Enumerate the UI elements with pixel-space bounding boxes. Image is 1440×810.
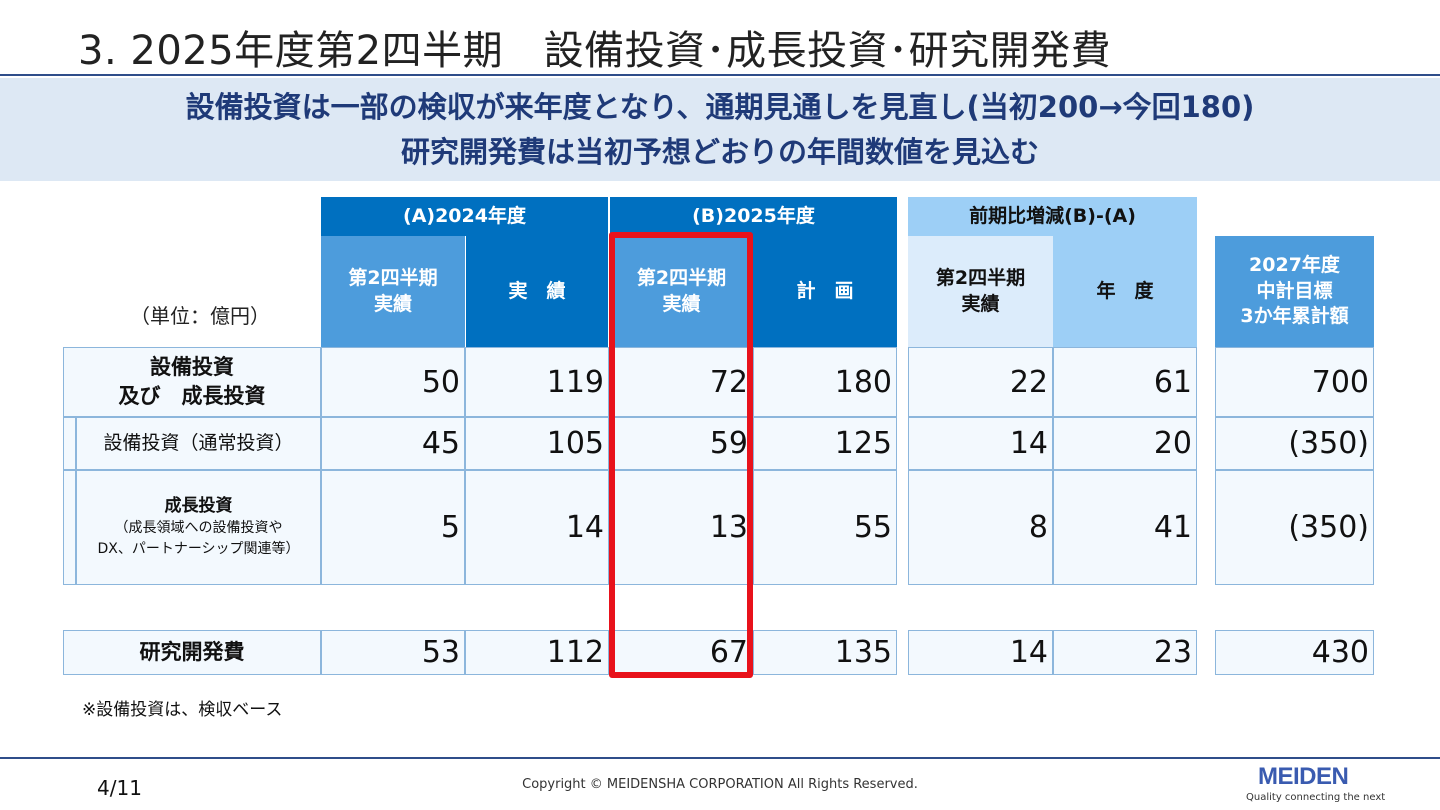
table-cell: 125 — [753, 417, 897, 470]
table-cell: 72 — [609, 347, 753, 417]
table-cell: 22 — [908, 347, 1053, 417]
row-label: 設備投資 及び 成長投資 — [63, 347, 321, 417]
row-label: 成長投資 （成長領域への設備投資や DX、パートナーシップ関連等） — [76, 470, 321, 585]
summary-line-2: 研究開発費は当初予想どおりの年間数値を見込む — [400, 135, 1039, 169]
page-number: 4/11 — [97, 776, 142, 800]
table-cell: 105 — [465, 417, 609, 470]
logo-tagline: Quality connecting the next — [1246, 792, 1386, 803]
table-cell: 61 — [1053, 347, 1197, 417]
row-indent — [63, 470, 76, 585]
table-cell: 135 — [753, 630, 897, 675]
summary-line-1: 設備投資は一部の検収が来年度となり、通期見通しを見直し(当初200→今回180) — [185, 90, 1255, 124]
table-cell: 5 — [321, 470, 465, 585]
summary-banner: 設備投資は一部の検収が来年度となり、通期見通しを見直し(当初200→今回180)… — [0, 78, 1440, 181]
table-cell: 59 — [609, 417, 753, 470]
footer-divider — [0, 757, 1440, 759]
col-header-2025-plan: 計 画 — [753, 236, 897, 347]
table-cell: (350) — [1215, 470, 1374, 585]
title-divider — [0, 74, 1440, 76]
row-label-text: 設備投資（通常投資） — [103, 432, 294, 455]
row-label: 設備投資（通常投資） — [76, 417, 321, 470]
table-cell: 8 — [908, 470, 1053, 585]
col-header-2024-actual: 実 績 — [466, 236, 608, 347]
table-cell: 14 — [908, 630, 1053, 675]
col-header-2025-q2: 第2四半期 実績 — [610, 236, 753, 347]
page-title: 3. 2025年度第2四半期 設備投資･成長投資･研究開発費 — [78, 28, 1112, 74]
table-cell: (350) — [1215, 417, 1374, 470]
col-header-2027-target: 2027年度 中計目標 3か年累計額 — [1215, 236, 1374, 347]
copyright: Copyright © MEIDENSHA CORPORATION All Ri… — [522, 777, 918, 792]
table-cell: 50 — [321, 347, 465, 417]
table-cell: 112 — [465, 630, 609, 675]
table-cell: 180 — [753, 347, 897, 417]
table-cell: 55 — [753, 470, 897, 585]
row-label-text: 成長投資 — [164, 495, 233, 516]
unit-label: （単位：億円） — [130, 304, 270, 328]
table-cell: 13 — [609, 470, 753, 585]
meiden-logo: MEIDEN — [1258, 763, 1349, 790]
table-cell: 119 — [465, 347, 609, 417]
table-cell: 14 — [908, 417, 1053, 470]
table-cell: 14 — [465, 470, 609, 585]
col-header-yoy-year: 年 度 — [1053, 236, 1197, 347]
table-cell: 53 — [321, 630, 465, 675]
col-header-yoy-q2: 第2四半期 実績 — [908, 236, 1053, 347]
row-indent — [63, 417, 76, 470]
row-sublabel: （成長領域への設備投資や DX、パートナーシップ関連等） — [97, 520, 300, 558]
footnote: ※設備投資は、検収ベース — [82, 700, 283, 720]
group-header-2024: (A)2024年度 — [321, 197, 608, 236]
row-label-text: 設備投資 及び 成長投資 — [118, 354, 266, 408]
row-label: 研究開発費 — [63, 630, 321, 675]
group-header-2025: (B)2025年度 — [610, 197, 897, 236]
col-header-2024-q2: 第2四半期 実績 — [321, 236, 465, 347]
table-cell: 700 — [1215, 347, 1374, 417]
table-cell: 20 — [1053, 417, 1197, 470]
highlight-box — [609, 232, 753, 678]
row-label-text: 研究開発費 — [139, 639, 245, 664]
table-cell: 41 — [1053, 470, 1197, 585]
group-header-yoy: 前期比増減(B)-(A) — [908, 197, 1197, 236]
table-cell: 23 — [1053, 630, 1197, 675]
table-cell: 430 — [1215, 630, 1374, 675]
table-cell: 45 — [321, 417, 465, 470]
